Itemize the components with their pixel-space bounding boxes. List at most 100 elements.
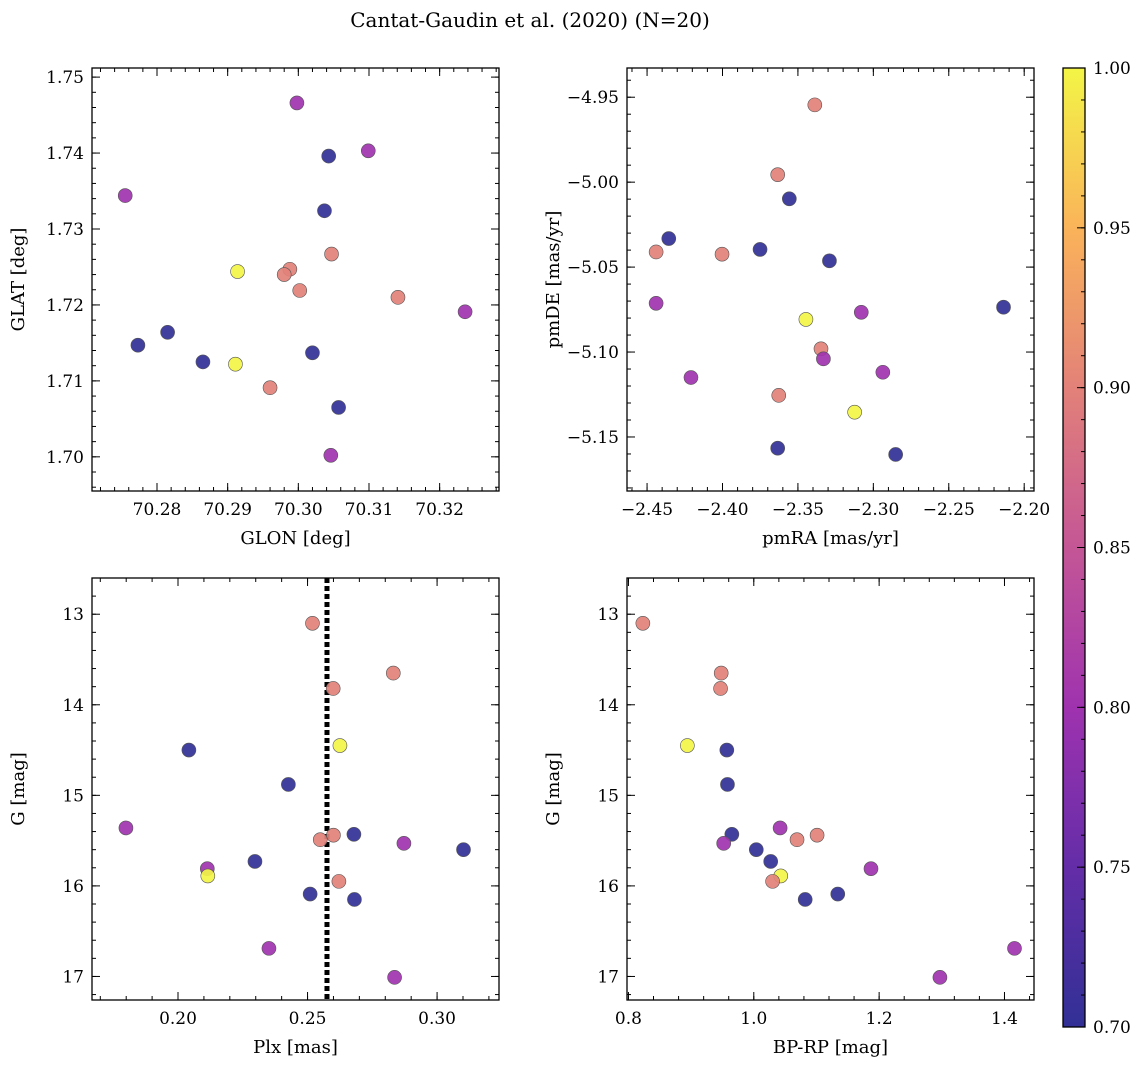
scatter-point <box>456 842 471 857</box>
scatter-point <box>932 970 948 985</box>
x-tick-label: 1.4 <box>991 1009 1018 1029</box>
scatter-point <box>312 832 328 848</box>
y-axis-label: pmDE [mas/yr] <box>543 211 564 349</box>
x-tick-label: 0.30 <box>418 1009 456 1029</box>
axes-frame <box>626 67 1035 492</box>
scatter-point <box>305 345 320 361</box>
scatter-point <box>325 681 341 696</box>
axes-frame <box>91 67 500 492</box>
scatter-point <box>117 188 133 203</box>
panel-plx-g: 0.20 0.25 0.30 13 14 15 16 17 Plx [mas] G [mag] <box>8 577 500 1058</box>
scatter-point <box>720 777 735 792</box>
scatter-point <box>331 400 346 415</box>
scatter-point <box>276 267 292 282</box>
y-axis-label: G [mag] <box>543 752 564 825</box>
colorbar-tick-label: 0.70 <box>1093 1018 1131 1038</box>
scatter-point <box>714 246 730 262</box>
scatter-point <box>289 95 305 111</box>
x-tick-label: −2.45 <box>621 500 673 520</box>
y-tick-label: 1.74 <box>46 144 84 164</box>
scatter-point <box>772 820 788 836</box>
scatter-point <box>719 742 735 758</box>
scatter-point <box>798 312 814 327</box>
y-tick-label: 1.72 <box>46 296 84 316</box>
scatter-point <box>853 304 869 320</box>
scatter-point <box>683 370 699 385</box>
x-tick-label: −2.25 <box>923 500 975 520</box>
scatter-point <box>331 874 347 889</box>
scatter-point <box>809 827 825 843</box>
scatter-point <box>292 283 308 298</box>
scatter-point <box>346 826 362 842</box>
panel-glon-glat: 70.28 70.29 70.30 70.31 70.32 1.70 1.71 1.72 1.7… <box>8 67 500 549</box>
scatter-point <box>875 364 891 380</box>
scatter-point <box>996 299 1011 315</box>
colorbar-tick-label: 0.90 <box>1093 379 1131 399</box>
x-tick-label: −2.30 <box>847 500 899 520</box>
scatter-point <box>713 665 729 681</box>
scatter-point <box>863 861 879 876</box>
scatter-point <box>822 253 837 269</box>
scatter-point <box>195 354 211 370</box>
scatter-point <box>661 231 677 246</box>
scatter-point <box>830 886 846 902</box>
scatter-point <box>324 246 339 262</box>
scatter-point <box>457 304 473 320</box>
colorbar-tick-label: 0.85 <box>1093 539 1131 559</box>
scatter-point <box>1007 941 1022 956</box>
scatter-point <box>228 356 243 372</box>
scatter-point <box>765 874 780 889</box>
panel-pmra-pmde: −2.45 −2.40 −2.35 −2.30 −2.25 −2.20 −4.95 −5.00… <box>543 67 1050 549</box>
scatter-point <box>305 615 320 631</box>
scatter-point <box>262 380 278 396</box>
scatter-point <box>326 827 341 843</box>
x-axis-label: Plx [mas] <box>253 1037 338 1058</box>
scatter-point <box>763 854 779 869</box>
scatter-point <box>635 615 651 631</box>
x-tick-label: −2.40 <box>696 500 748 520</box>
panel-bprp-g: 0.8 1.0 1.2 1.4 13 14 15 16 17 BP-RP [mag] G [mag] <box>543 577 1035 1058</box>
y-tick-label: 13 <box>62 605 84 625</box>
scatter-point <box>396 836 412 851</box>
y-tick-label: 15 <box>62 786 84 806</box>
scatter-point <box>770 440 786 456</box>
scatter-point <box>807 97 823 113</box>
x-tick-label: 1.0 <box>740 1009 767 1029</box>
y-tick-label: 15 <box>597 786 619 806</box>
scatter-point <box>230 264 245 279</box>
scatter-point <box>797 892 813 907</box>
colorbar: 0.70 0.75 0.80 0.85 0.90 0.95 1.00 <box>1062 59 1131 1038</box>
colorbar-tick-label: 0.75 <box>1093 858 1131 878</box>
y-axis-label: GLAT [deg] <box>8 228 29 332</box>
x-tick-label: 0.8 <box>615 1009 642 1029</box>
y-tick-label: −5.15 <box>567 428 619 448</box>
x-tick-label: 0.25 <box>289 1009 327 1029</box>
scatter-point <box>390 290 406 305</box>
scatter-point <box>200 868 216 884</box>
scatter-point <box>347 892 362 907</box>
x-axis-label: pmRA [mas/yr] <box>762 528 899 549</box>
scatter-point <box>160 324 175 340</box>
x-axis-label: GLON [deg] <box>240 528 350 549</box>
scatter-point <box>680 738 695 753</box>
x-tick-label: 70.32 <box>415 500 464 520</box>
scatter-point <box>770 167 786 182</box>
scatter-point <box>789 832 805 848</box>
x-axis-label: BP-RP [mag] <box>773 1037 888 1058</box>
y-tick-label: 1.73 <box>46 220 84 240</box>
y-tick-label: 1.70 <box>46 448 84 468</box>
scatter-point <box>360 143 376 159</box>
x-tick-label: 70.29 <box>203 500 252 520</box>
scatter-point <box>752 242 768 257</box>
scatter-point <box>716 836 732 851</box>
scatter-point <box>261 941 277 956</box>
y-tick-label: 16 <box>62 877 84 897</box>
y-tick-label: 1.75 <box>46 68 84 88</box>
scatter-point <box>713 681 728 696</box>
scatter-point <box>648 244 664 260</box>
x-tick-label: 70.31 <box>345 500 394 520</box>
y-tick-label: 17 <box>597 967 619 987</box>
scatter-point <box>847 404 862 420</box>
scatter-point <box>771 388 787 403</box>
colorbar-tick-label: 1.00 <box>1093 59 1131 79</box>
